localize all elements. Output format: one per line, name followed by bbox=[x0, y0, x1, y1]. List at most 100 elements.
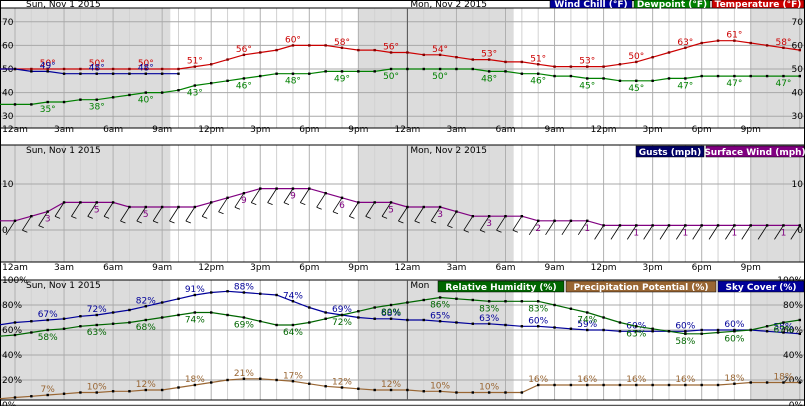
data-point bbox=[635, 79, 638, 82]
data-point bbox=[635, 60, 638, 64]
y-tick-label-right: 50 bbox=[792, 65, 804, 75]
data-label: 65% bbox=[430, 311, 450, 321]
data-label: 54° bbox=[432, 45, 448, 55]
data-point bbox=[177, 386, 180, 389]
data-label: 9 bbox=[290, 192, 296, 202]
data-point bbox=[520, 325, 524, 328]
data-label: 83% bbox=[479, 304, 499, 314]
data-label: 12% bbox=[332, 378, 352, 388]
data-point bbox=[177, 297, 180, 300]
data-point bbox=[602, 328, 605, 332]
wind-barb bbox=[528, 220, 539, 236]
y-tick-label-left: 40% bbox=[2, 351, 22, 361]
wind-barb bbox=[22, 215, 32, 231]
data-point bbox=[618, 321, 622, 324]
data-point bbox=[798, 318, 801, 322]
wind-barb bbox=[398, 206, 408, 222]
data-point bbox=[422, 298, 425, 302]
wind-barb bbox=[643, 225, 653, 240]
data-label: 49° bbox=[40, 61, 56, 71]
y-tick-label-left: 50 bbox=[2, 65, 14, 75]
data-point bbox=[160, 72, 164, 75]
data-point bbox=[79, 67, 82, 71]
data-label: 72% bbox=[87, 305, 107, 315]
data-point bbox=[46, 318, 49, 322]
data-point bbox=[471, 298, 474, 302]
data-point bbox=[62, 327, 66, 330]
wind-barb bbox=[5, 220, 16, 236]
data-point bbox=[111, 201, 115, 204]
data-point bbox=[259, 292, 262, 295]
data-label: 49° bbox=[334, 74, 350, 84]
data-label: 50° bbox=[628, 52, 644, 62]
hour-label: 3pm bbox=[250, 263, 270, 273]
data-point bbox=[765, 74, 769, 78]
data-point bbox=[95, 313, 98, 317]
data-point bbox=[586, 383, 589, 387]
data-point bbox=[569, 327, 573, 330]
wind-barb bbox=[741, 225, 752, 240]
data-label: 63% bbox=[626, 329, 646, 339]
data-point bbox=[504, 60, 507, 64]
data-point bbox=[324, 192, 327, 195]
data-label: 12% bbox=[381, 380, 401, 390]
legend-label: Temperature (°F) bbox=[715, 0, 802, 10]
data-label: 64% bbox=[283, 328, 303, 338]
data-point bbox=[782, 46, 785, 49]
wind-barb bbox=[676, 225, 686, 240]
data-point bbox=[438, 390, 442, 393]
data-point bbox=[242, 77, 246, 80]
legend-label: Surface Wind (mph) bbox=[704, 148, 805, 158]
data-point bbox=[210, 311, 213, 314]
data-label: 50° bbox=[138, 59, 154, 69]
data-point bbox=[651, 383, 654, 387]
wind-barb-flag bbox=[414, 220, 420, 224]
data-point bbox=[651, 79, 654, 82]
wind-barb bbox=[479, 215, 490, 231]
legend-label: Relative Humidity (%) bbox=[445, 283, 556, 293]
data-label: 12% bbox=[136, 380, 156, 390]
data-label: 1 bbox=[633, 228, 639, 238]
data-point bbox=[618, 79, 622, 82]
wind-barb-flag bbox=[202, 216, 208, 219]
data-point bbox=[308, 321, 311, 324]
data-point bbox=[324, 70, 327, 73]
data-point bbox=[586, 77, 589, 80]
data-label: 53° bbox=[579, 57, 595, 67]
wind-barb bbox=[447, 211, 457, 226]
data-point bbox=[798, 332, 801, 335]
data-label: 16% bbox=[626, 375, 646, 385]
data-point bbox=[422, 53, 425, 57]
data-label: 1 bbox=[732, 228, 738, 238]
data-label: 88% bbox=[234, 283, 254, 293]
data-point bbox=[46, 70, 49, 73]
wind-barb-flag bbox=[463, 229, 469, 233]
data-point bbox=[520, 60, 524, 64]
data-point bbox=[144, 388, 147, 392]
wind-barb bbox=[365, 202, 376, 217]
data-label: 6 bbox=[339, 201, 345, 211]
data-point bbox=[520, 72, 524, 75]
data-point bbox=[340, 46, 344, 49]
data-point bbox=[487, 58, 491, 61]
data-point bbox=[471, 391, 474, 394]
y-tick-label-left: 70 bbox=[2, 18, 14, 28]
data-point bbox=[226, 79, 229, 82]
data-point bbox=[291, 72, 295, 75]
data-point bbox=[406, 205, 409, 209]
data-point bbox=[111, 390, 115, 393]
hour-label: 6am bbox=[495, 125, 515, 135]
wind-barb-flag bbox=[22, 229, 28, 233]
hour-label: 6am bbox=[103, 263, 123, 273]
data-point bbox=[259, 187, 262, 190]
data-label: 45° bbox=[579, 81, 595, 91]
wind-barb bbox=[201, 202, 212, 217]
data-label: 60% bbox=[724, 320, 744, 330]
data-point bbox=[275, 48, 278, 52]
wind-barb bbox=[332, 197, 343, 213]
data-point bbox=[487, 391, 491, 394]
data-point bbox=[504, 391, 507, 394]
data-label: 51° bbox=[530, 54, 546, 64]
y-tick-label-left: 20% bbox=[2, 376, 22, 386]
data-point bbox=[79, 315, 82, 318]
